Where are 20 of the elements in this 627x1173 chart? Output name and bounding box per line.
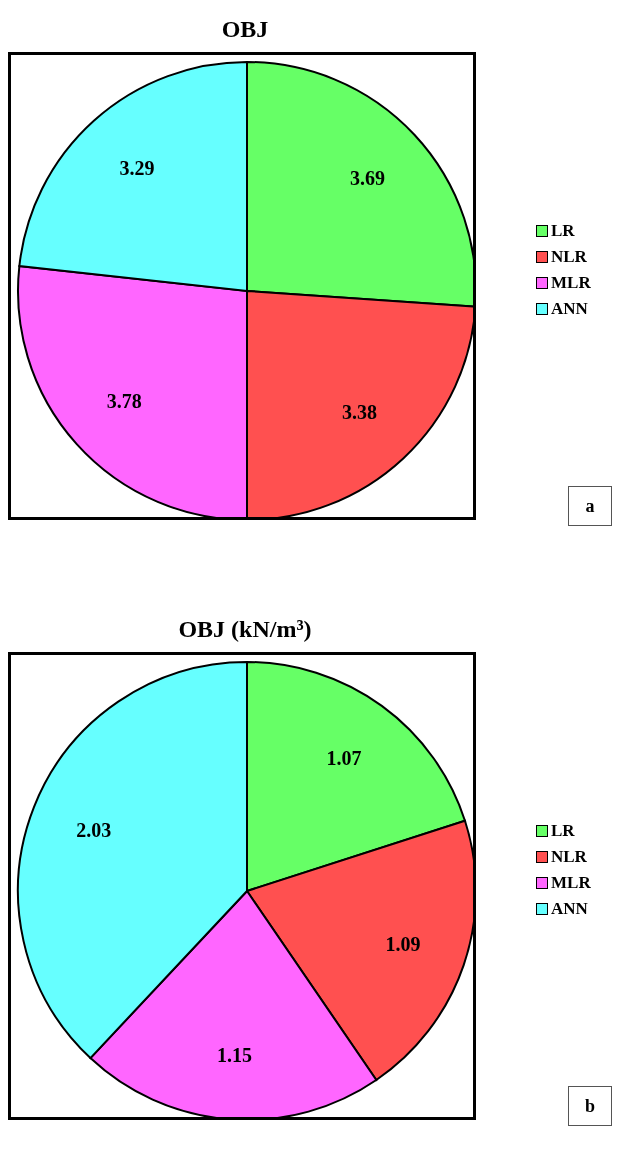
legend-label: NLR	[551, 247, 587, 267]
legend-label: ANN	[551, 899, 588, 919]
chart-title: OBJ	[220, 16, 270, 43]
legend-label: MLR	[551, 273, 591, 293]
data-label: 3.29	[119, 157, 155, 180]
legend-label: LR	[551, 221, 575, 241]
legend-label: ANN	[551, 299, 588, 319]
chart-title: OBJ (kN/m³)	[177, 616, 313, 643]
text: a	[568, 486, 612, 526]
data-label: 3.78	[106, 390, 142, 413]
data-label: 2.03	[76, 819, 112, 842]
data-label: 3.69	[350, 167, 386, 190]
legend-label: MLR	[551, 873, 591, 893]
legend-label: LR	[551, 821, 575, 841]
data-label: 1.07	[326, 746, 362, 769]
data-label: 3.38	[342, 400, 377, 423]
data-label: 1.09	[385, 933, 421, 956]
data-label: 1.15	[216, 1044, 252, 1067]
text: b	[568, 1086, 612, 1126]
legend-label: NLR	[551, 847, 587, 867]
